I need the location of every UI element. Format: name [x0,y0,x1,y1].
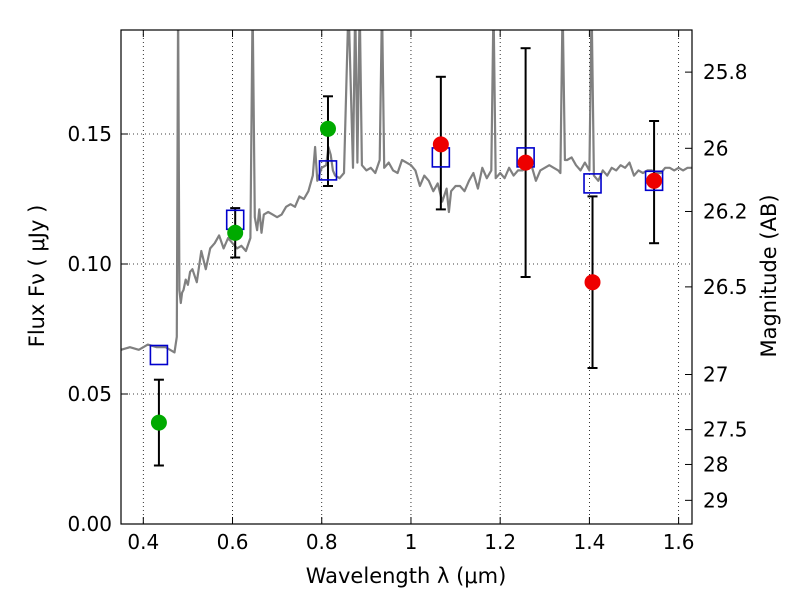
detection-point [584,274,601,291]
y2-tick-label: 26.2 [703,199,748,223]
x-tick-label: 1.4 [573,530,605,554]
ticks [121,30,692,525]
x-tick-label: 0.8 [306,530,338,554]
y2-tick-label: 26 [703,136,728,160]
y-axis-label: Flux Fν ( μJy ) [25,205,49,348]
x-tick-label: 1 [405,530,418,554]
model-square [583,173,602,194]
plot-frame [120,29,693,525]
y-tick-label: 0.05 [67,382,112,406]
tick-labels: 0.4 0.6 0.8 1 1.2 1.4 1.6 0.00 0.05 0.10 0.15 25.8 2… [67,60,747,554]
y2-axis-label: Magnitude (AB) [757,194,781,357]
x-tick-label: 0.4 [127,530,159,554]
model-square [318,160,338,181]
y-tick-label: 0.10 [67,252,112,276]
spectrum-line [121,30,692,354]
model-square [149,344,169,366]
detection-point [432,136,449,153]
detection-point [646,172,663,189]
detection-point [517,154,534,171]
y-tick-label: 0.15 [67,122,112,146]
x-tick-label: 0.6 [217,530,249,554]
model-square [644,170,664,192]
y-tick-label: 0.00 [67,512,112,536]
model-photometry-layer [149,147,664,366]
gridlines [121,30,692,525]
y2-tick-label: 29 [703,488,728,512]
y2-tick-label: 27 [703,363,728,387]
detection-point [150,414,167,431]
detection-layer [150,120,663,431]
detection-point [227,224,244,241]
y2-tick-label: 27.5 [703,418,748,442]
errorbar-layer [153,47,660,467]
y2-tick-label: 26.5 [703,275,748,299]
x-axis-label: Wavelength λ (μm) [306,564,507,588]
y2-tick-label: 25.8 [703,60,748,84]
y2-tick-label: 28 [703,452,728,476]
detection-point [319,120,336,137]
x-tick-label: 1.2 [484,530,516,554]
x-tick-label: 1.6 [663,530,695,554]
spectrum-layer [121,30,692,354]
